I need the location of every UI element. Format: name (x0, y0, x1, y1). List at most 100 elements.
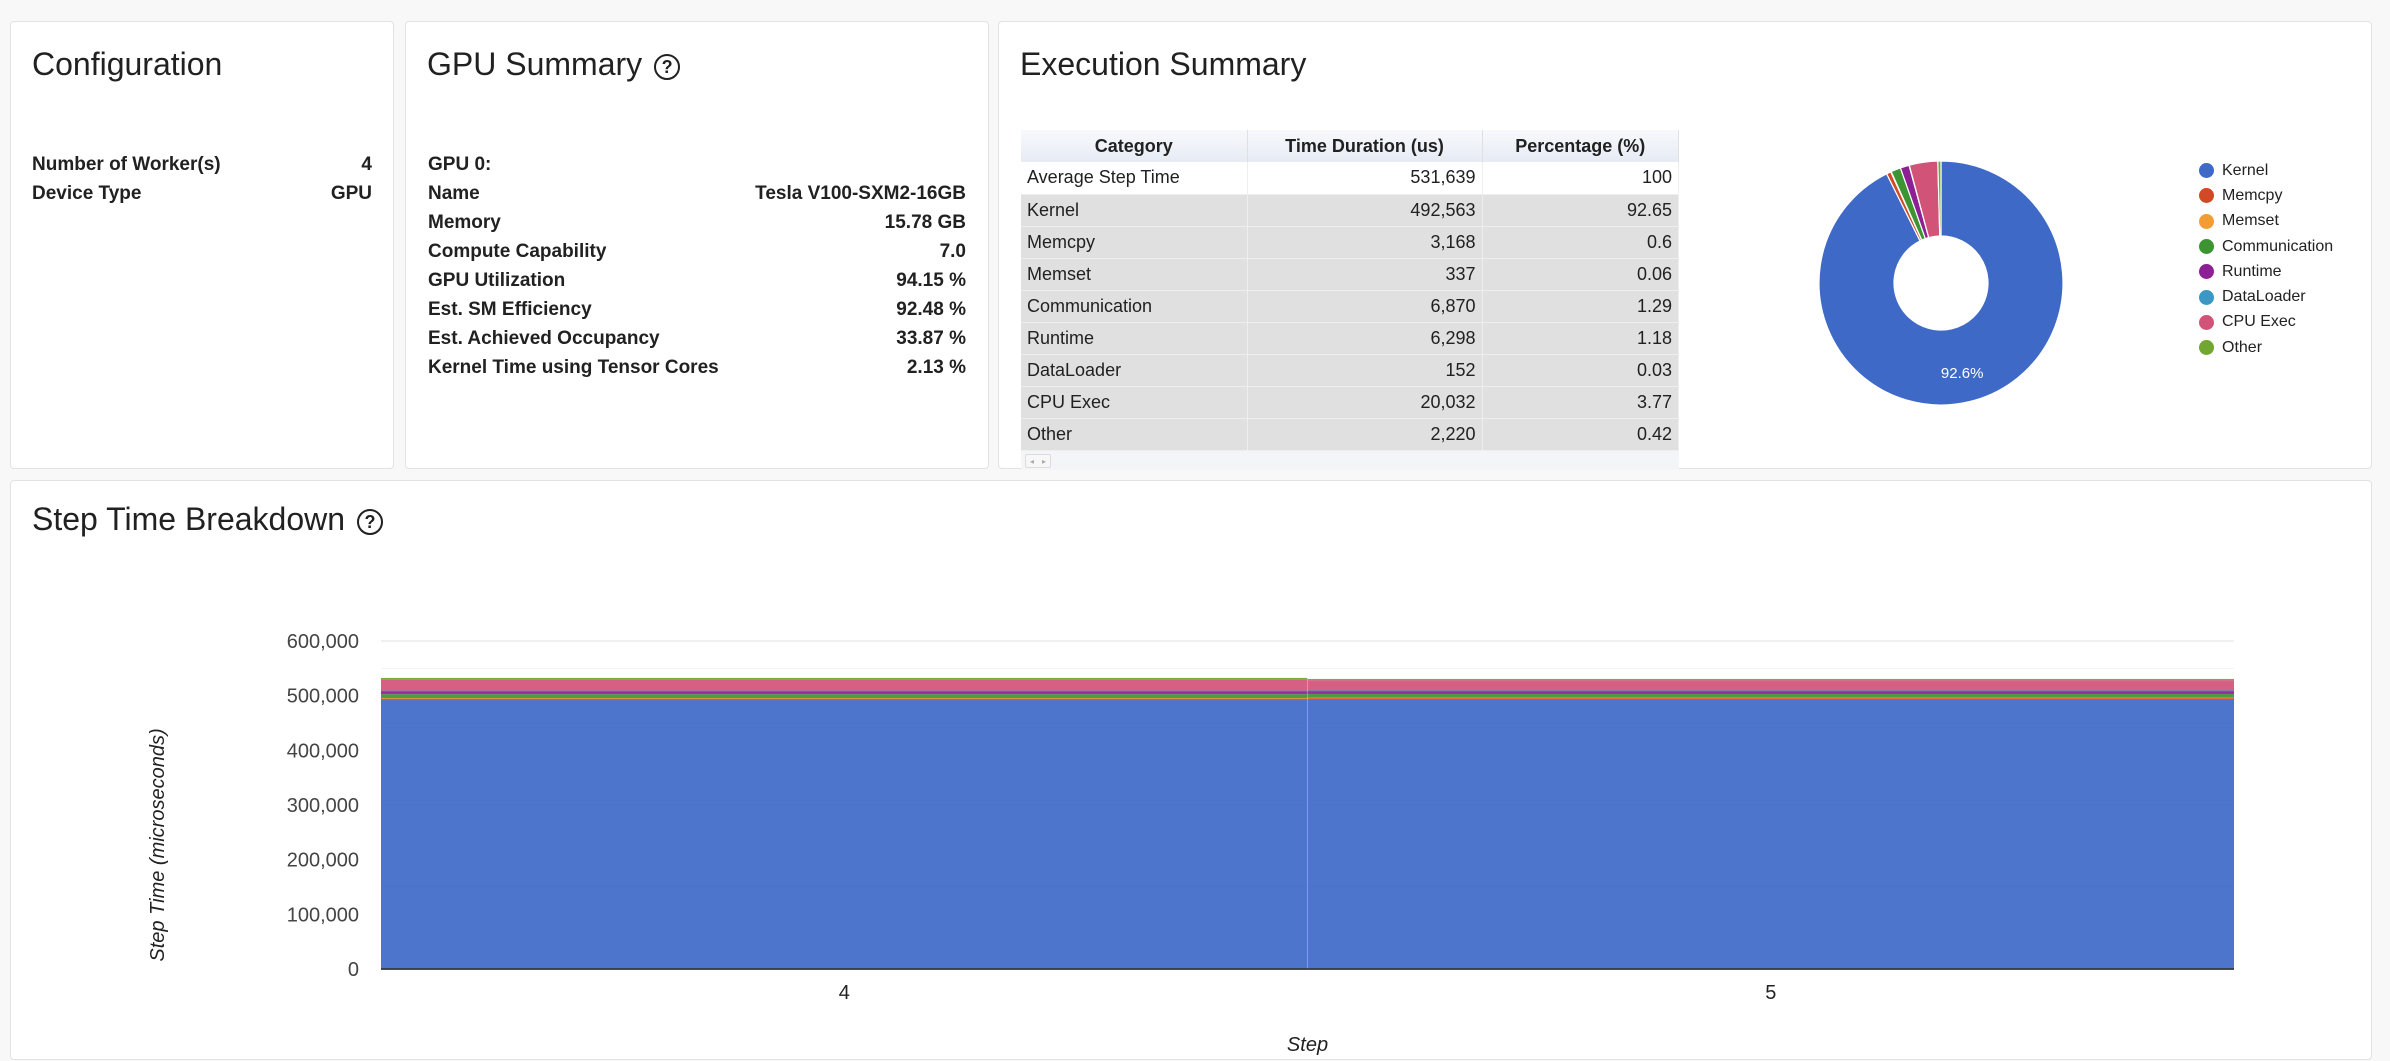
scroll-right-icon[interactable]: ▸ (1041, 456, 1046, 466)
legend-label: Memset (2222, 212, 2279, 230)
gpu-value: 92.48 % (896, 298, 966, 320)
gpu-summary-list: GPU 0: Name Tesla V100-SXM2-16GB Memory 15… (428, 150, 966, 382)
legend-item[interactable]: Kernel (2199, 158, 2333, 183)
table-row[interactable]: Memcpy 3,168 0.6 (1021, 226, 1679, 259)
x-axis-title: Step (1287, 1034, 1328, 1056)
area-segment-runtime[interactable] (381, 690, 1308, 695)
legend-swatch-icon (2199, 314, 2214, 330)
scroll-left-icon[interactable]: ◂ (1029, 456, 1034, 466)
legend-label: CPU Exec (2222, 313, 2296, 331)
configuration-title: Configuration (32, 46, 222, 83)
pie-slice-label: 92.6% (1941, 365, 1984, 382)
configuration-list: Number of Worker(s) 4 Device Type GPU (32, 150, 372, 208)
y-tick-label: 400,000 (287, 740, 359, 762)
table-row[interactable]: Memset 337 0.06 (1021, 258, 1679, 291)
pie-slice-kernel[interactable] (1818, 160, 2064, 406)
legend-label: Memcpy (2222, 186, 2283, 204)
cell-duration: 2,220 (1247, 418, 1483, 451)
step-time-breakdown-title: Step Time Breakdown ? (32, 501, 384, 538)
table-row[interactable]: CPU Exec 20,032 3.77 (1021, 386, 1679, 419)
execution-table-container: Category Time Duration (us) Percentage (… (1021, 130, 1679, 470)
gpu-label: Est. SM Efficiency (428, 298, 592, 320)
area-segment-communication[interactable] (1307, 694, 2235, 698)
area-segment-memcpy[interactable] (1307, 697, 2235, 700)
legend-item[interactable]: Memset (2199, 209, 2333, 234)
table-row[interactable]: Other 2,220 0.42 (1021, 418, 1679, 451)
cell-duration: 531,639 (1247, 162, 1483, 195)
table-row[interactable]: Kernel 492,563 92.65 (1021, 194, 1679, 227)
column-header-category[interactable]: Category (1021, 130, 1248, 162)
legend-item[interactable]: Other (2199, 335, 2333, 360)
pie-slice-other[interactable] (1937, 160, 1942, 237)
table-row[interactable]: Runtime 6,298 1.18 (1021, 322, 1679, 355)
gpu-label: GPU 0: (428, 153, 492, 175)
gpu-summary-title: GPU Summary ? (427, 46, 681, 83)
cell-duration: 152 (1247, 354, 1483, 387)
y-tick-label: 100,000 (287, 904, 359, 926)
gpu-row: Kernel Time using Tensor Cores 2.13 % (428, 353, 966, 382)
table-horizontal-scroller[interactable]: ◂ ▸ (1025, 454, 1051, 468)
area-segment-cpu-exec[interactable] (1307, 680, 2235, 691)
column-header-percentage[interactable]: Percentage (%) (1482, 130, 1679, 162)
cell-category: Memcpy (1021, 226, 1248, 259)
config-row: Number of Worker(s) 4 (32, 150, 372, 179)
table-row[interactable]: Average Step Time 531,639 100 (1021, 162, 1679, 195)
gpu-row: Est. SM Efficiency 92.48 % (428, 295, 966, 324)
table-row[interactable]: Communication 6,870 1.29 (1021, 290, 1679, 323)
gpu-row: GPU 0: (428, 150, 966, 179)
area-segment-other[interactable] (381, 677, 1308, 680)
execution-summary-title: Execution Summary (1020, 46, 1306, 83)
legend-item[interactable]: DataLoader (2199, 284, 2333, 309)
legend-label: Runtime (2222, 262, 2282, 280)
area-segment-cpu-exec[interactable] (381, 679, 1308, 691)
legend-swatch-icon (2199, 289, 2214, 305)
gpu-value: 7.0 (939, 240, 966, 262)
gpu-value: 33.87 % (896, 327, 966, 349)
y-tick-label: 0 (348, 959, 359, 981)
gpu-row: Est. Achieved Occupancy 33.87 % (428, 324, 966, 353)
execution-table: Category Time Duration (us) Percentage (… (1021, 130, 1679, 451)
configuration-title-text: Configuration (32, 46, 223, 82)
legend-item[interactable]: CPU Exec (2199, 310, 2333, 335)
cell-category: Communication (1021, 290, 1248, 323)
cell-percentage: 1.18 (1482, 322, 1679, 355)
cell-duration: 337 (1247, 258, 1483, 291)
legend-item[interactable]: Runtime (2199, 259, 2333, 284)
question-circle-icon[interactable]: ? (654, 53, 681, 80)
area-segment-communication[interactable] (381, 694, 1308, 699)
table-row[interactable]: DataLoader 152 0.03 (1021, 354, 1679, 387)
y-axis-title: Step Time (microseconds) (147, 728, 169, 961)
gpu-row: Name Tesla V100-SXM2-16GB (428, 179, 966, 208)
cell-duration: 6,298 (1247, 322, 1483, 355)
cell-percentage: 0.06 (1482, 258, 1679, 291)
area-segment-memset[interactable] (1307, 697, 2235, 699)
legend-item[interactable]: Memcpy (2199, 183, 2333, 208)
y-tick-label: 600,000 (287, 631, 359, 653)
gpu-row: GPU Utilization 94.15 % (428, 266, 966, 295)
area-segment-memset[interactable] (381, 698, 1308, 699)
cell-duration: 3,168 (1247, 226, 1483, 259)
cell-category: Memset (1021, 258, 1248, 291)
cell-percentage: 0.6 (1482, 226, 1679, 259)
area-segment-kernel[interactable] (1307, 699, 2235, 969)
area-segment-kernel[interactable] (381, 700, 1308, 969)
gpu-summary-panel: GPU Summary ? GPU 0: Name Tesla V100-SXM2… (405, 21, 989, 469)
y-tick-label: 300,000 (287, 795, 359, 817)
cell-category: CPU Exec (1021, 386, 1248, 419)
area-segment-memcpy[interactable] (381, 698, 1308, 701)
execution-summary-panel: Execution Summary Category Time Duration… (998, 21, 2372, 470)
area-segment-runtime[interactable] (1307, 690, 2235, 695)
gpu-value: 94.15 % (896, 269, 966, 291)
area-segment-other[interactable] (1307, 678, 2235, 681)
gpu-value: 15.78 GB (884, 211, 966, 233)
cell-category: DataLoader (1021, 354, 1248, 387)
area-segment-dataloader[interactable] (1307, 690, 2235, 692)
gpu-summary-title-text: GPU Summary (427, 46, 643, 82)
config-label: Device Type (32, 182, 142, 204)
legend-label: Communication (2222, 237, 2334, 255)
area-segment-dataloader[interactable] (381, 690, 1308, 692)
question-circle-icon[interactable]: ? (357, 508, 384, 535)
column-header-duration[interactable]: Time Duration (us) (1247, 130, 1483, 162)
legend-item[interactable]: Communication (2199, 234, 2333, 259)
pie-legend: Kernel Memcpy Memset Communication Runtime Da… (2199, 158, 2333, 360)
